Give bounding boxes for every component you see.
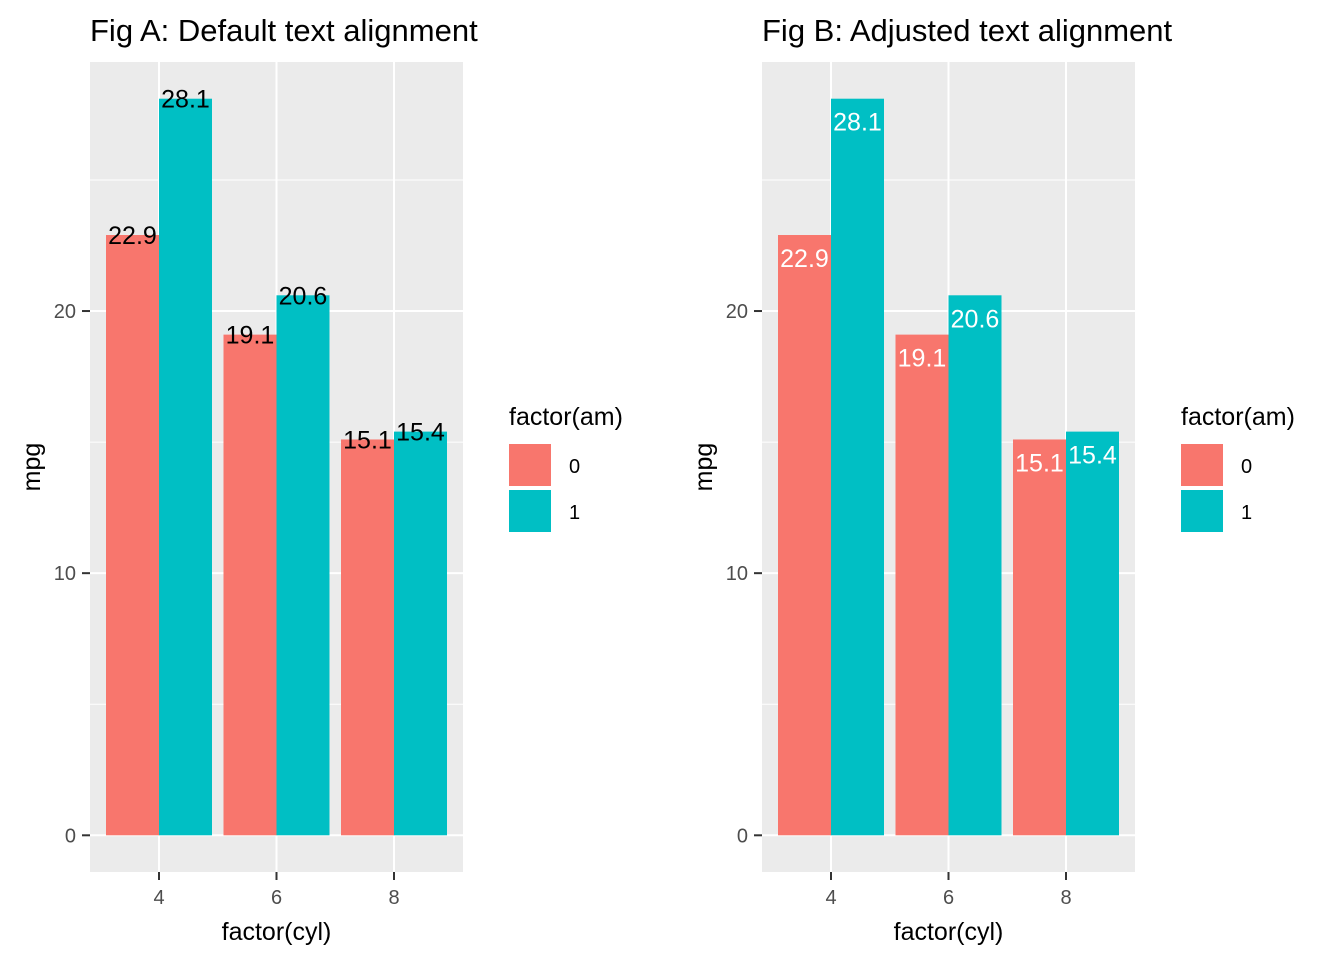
legend-title: factor(am) [509,403,623,431]
bar [106,235,159,836]
legend-key [509,490,551,532]
x-tick-label: 8 [388,887,399,909]
x-tick-label: 6 [943,887,954,909]
data-label: 22.9 [108,222,157,250]
data-label: 19.1 [898,345,947,373]
data-label: 22.9 [780,245,829,273]
legend-key [1181,444,1223,486]
legend-label: 1 [1241,502,1252,524]
y-tick-label: 10 [54,563,76,585]
x-axis-title: factor(cyl) [222,918,332,946]
chart-title: Fig A: Default text alignment [90,13,478,48]
bar [831,98,884,836]
y-tick-label: 0 [737,825,748,847]
panel-a: Fig A: Default text alignment 22.9 19.1 15.… [18,13,623,946]
data-label: 15.1 [343,426,392,454]
y-axis-title: mpg [690,443,718,492]
bar [1013,439,1066,836]
bar [223,334,277,836]
bar [394,431,447,836]
x-axis-title: factor(cyl) [894,918,1004,946]
x-tick-label: 4 [153,887,164,909]
chart-title: Fig B: Adjusted text alignment [762,13,1173,48]
legend-key [509,444,551,486]
data-label: 28.1 [833,109,882,137]
data-label: 15.4 [1068,442,1117,470]
panel-b: Fig B: Adjusted text alignment 22.9 19.1 15… [690,13,1295,946]
x-tick-label: 4 [825,887,836,909]
data-label: 15.1 [1015,449,1064,477]
y-tick-label: 20 [54,301,76,323]
legend-label: 0 [569,456,580,478]
legend-label: 0 [1241,456,1252,478]
data-label: 20.6 [279,282,328,310]
data-label: 28.1 [161,86,210,114]
x-tick-label: 6 [271,887,282,909]
y-tick-label: 10 [726,563,748,585]
bar [341,439,394,836]
data-label: 20.6 [951,305,1000,333]
bar [948,295,1002,836]
legend-title: factor(am) [1181,403,1295,431]
x-tick-label: 8 [1060,887,1071,909]
bar [276,295,330,836]
y-tick-label: 0 [65,825,76,847]
data-label: 15.4 [396,419,445,447]
bar [778,235,831,836]
bar [159,98,212,836]
data-label: 19.1 [226,322,275,350]
y-tick-label: 20 [726,301,748,323]
bar [1066,431,1119,836]
bar [895,334,949,836]
y-axis-title: mpg [18,443,46,492]
legend-key [1181,490,1223,532]
legend-label: 1 [569,502,580,524]
